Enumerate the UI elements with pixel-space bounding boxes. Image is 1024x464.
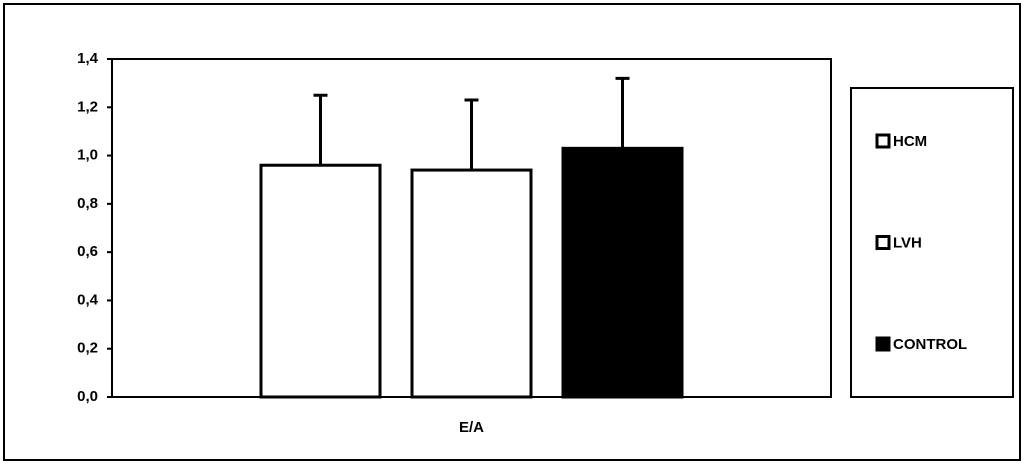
y-tick-label: 0,2 bbox=[77, 340, 98, 357]
y-tick-label: 1,4 bbox=[77, 50, 99, 67]
legend-swatch bbox=[875, 133, 891, 149]
error-bar bbox=[313, 93, 328, 166]
x-tick-label: E/A bbox=[459, 419, 484, 436]
error-bar bbox=[464, 98, 479, 171]
bar bbox=[410, 168, 533, 399]
legend-label: HCM bbox=[893, 133, 927, 150]
bar bbox=[259, 163, 382, 399]
y-tick-label: 0,4 bbox=[77, 291, 99, 308]
legend-swatch bbox=[875, 235, 891, 250]
error-bar bbox=[615, 76, 630, 149]
y-tick-label: 0,8 bbox=[77, 195, 98, 212]
bar bbox=[561, 146, 684, 399]
y-tick-label: 0,0 bbox=[77, 388, 98, 405]
legend-label: CONTROL bbox=[893, 336, 967, 353]
legend-label: LVH bbox=[893, 234, 922, 251]
y-tick-label: 0,6 bbox=[77, 243, 98, 260]
y-tick-label: 1,0 bbox=[77, 147, 98, 164]
y-tick-label: 1,2 bbox=[77, 98, 98, 115]
legend-swatch bbox=[875, 336, 891, 352]
